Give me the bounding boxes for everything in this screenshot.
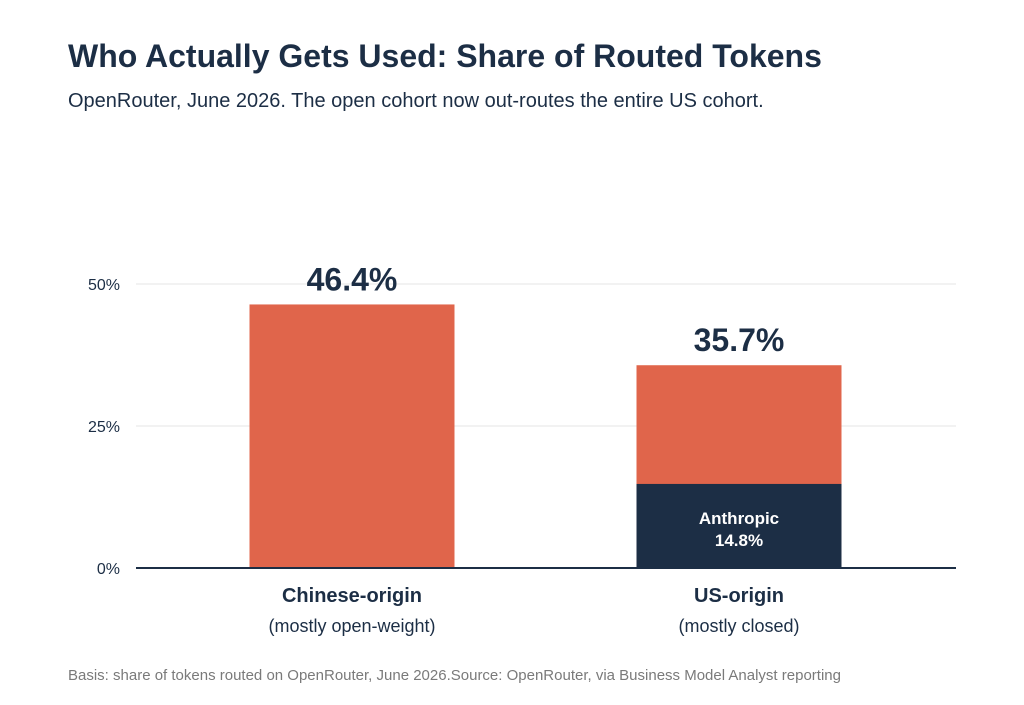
category-sublabel: (mostly closed) — [678, 616, 799, 636]
chart-title: Who Actually Gets Used: Share of Routed … — [68, 38, 822, 74]
bar-value-label: 46.4% — [307, 261, 398, 297]
footer-note: Basis: share of tokens routed on OpenRou… — [68, 667, 841, 684]
segment-value-label: 14.8% — [715, 531, 763, 550]
y-tick-label: 50% — [88, 277, 120, 294]
bar-segment — [636, 483, 842, 568]
category-label: US-origin — [694, 585, 784, 607]
footer-basis: Basis: share of tokens routed on OpenRou… — [68, 667, 451, 684]
bar — [249, 304, 455, 568]
segment-name-label: Anthropic — [699, 509, 779, 528]
category-label: Chinese-origin — [282, 585, 422, 607]
category-sublabel: (mostly open-weight) — [268, 616, 435, 636]
y-tick-label: 25% — [88, 419, 120, 436]
chart-subtitle: OpenRouter, June 2026. The open cohort n… — [68, 90, 764, 112]
y-tick-label: 0% — [97, 561, 120, 578]
footer-source: Source: OpenRouter, via Business Model A… — [450, 667, 841, 684]
bar-value-label: 35.7% — [694, 322, 785, 358]
